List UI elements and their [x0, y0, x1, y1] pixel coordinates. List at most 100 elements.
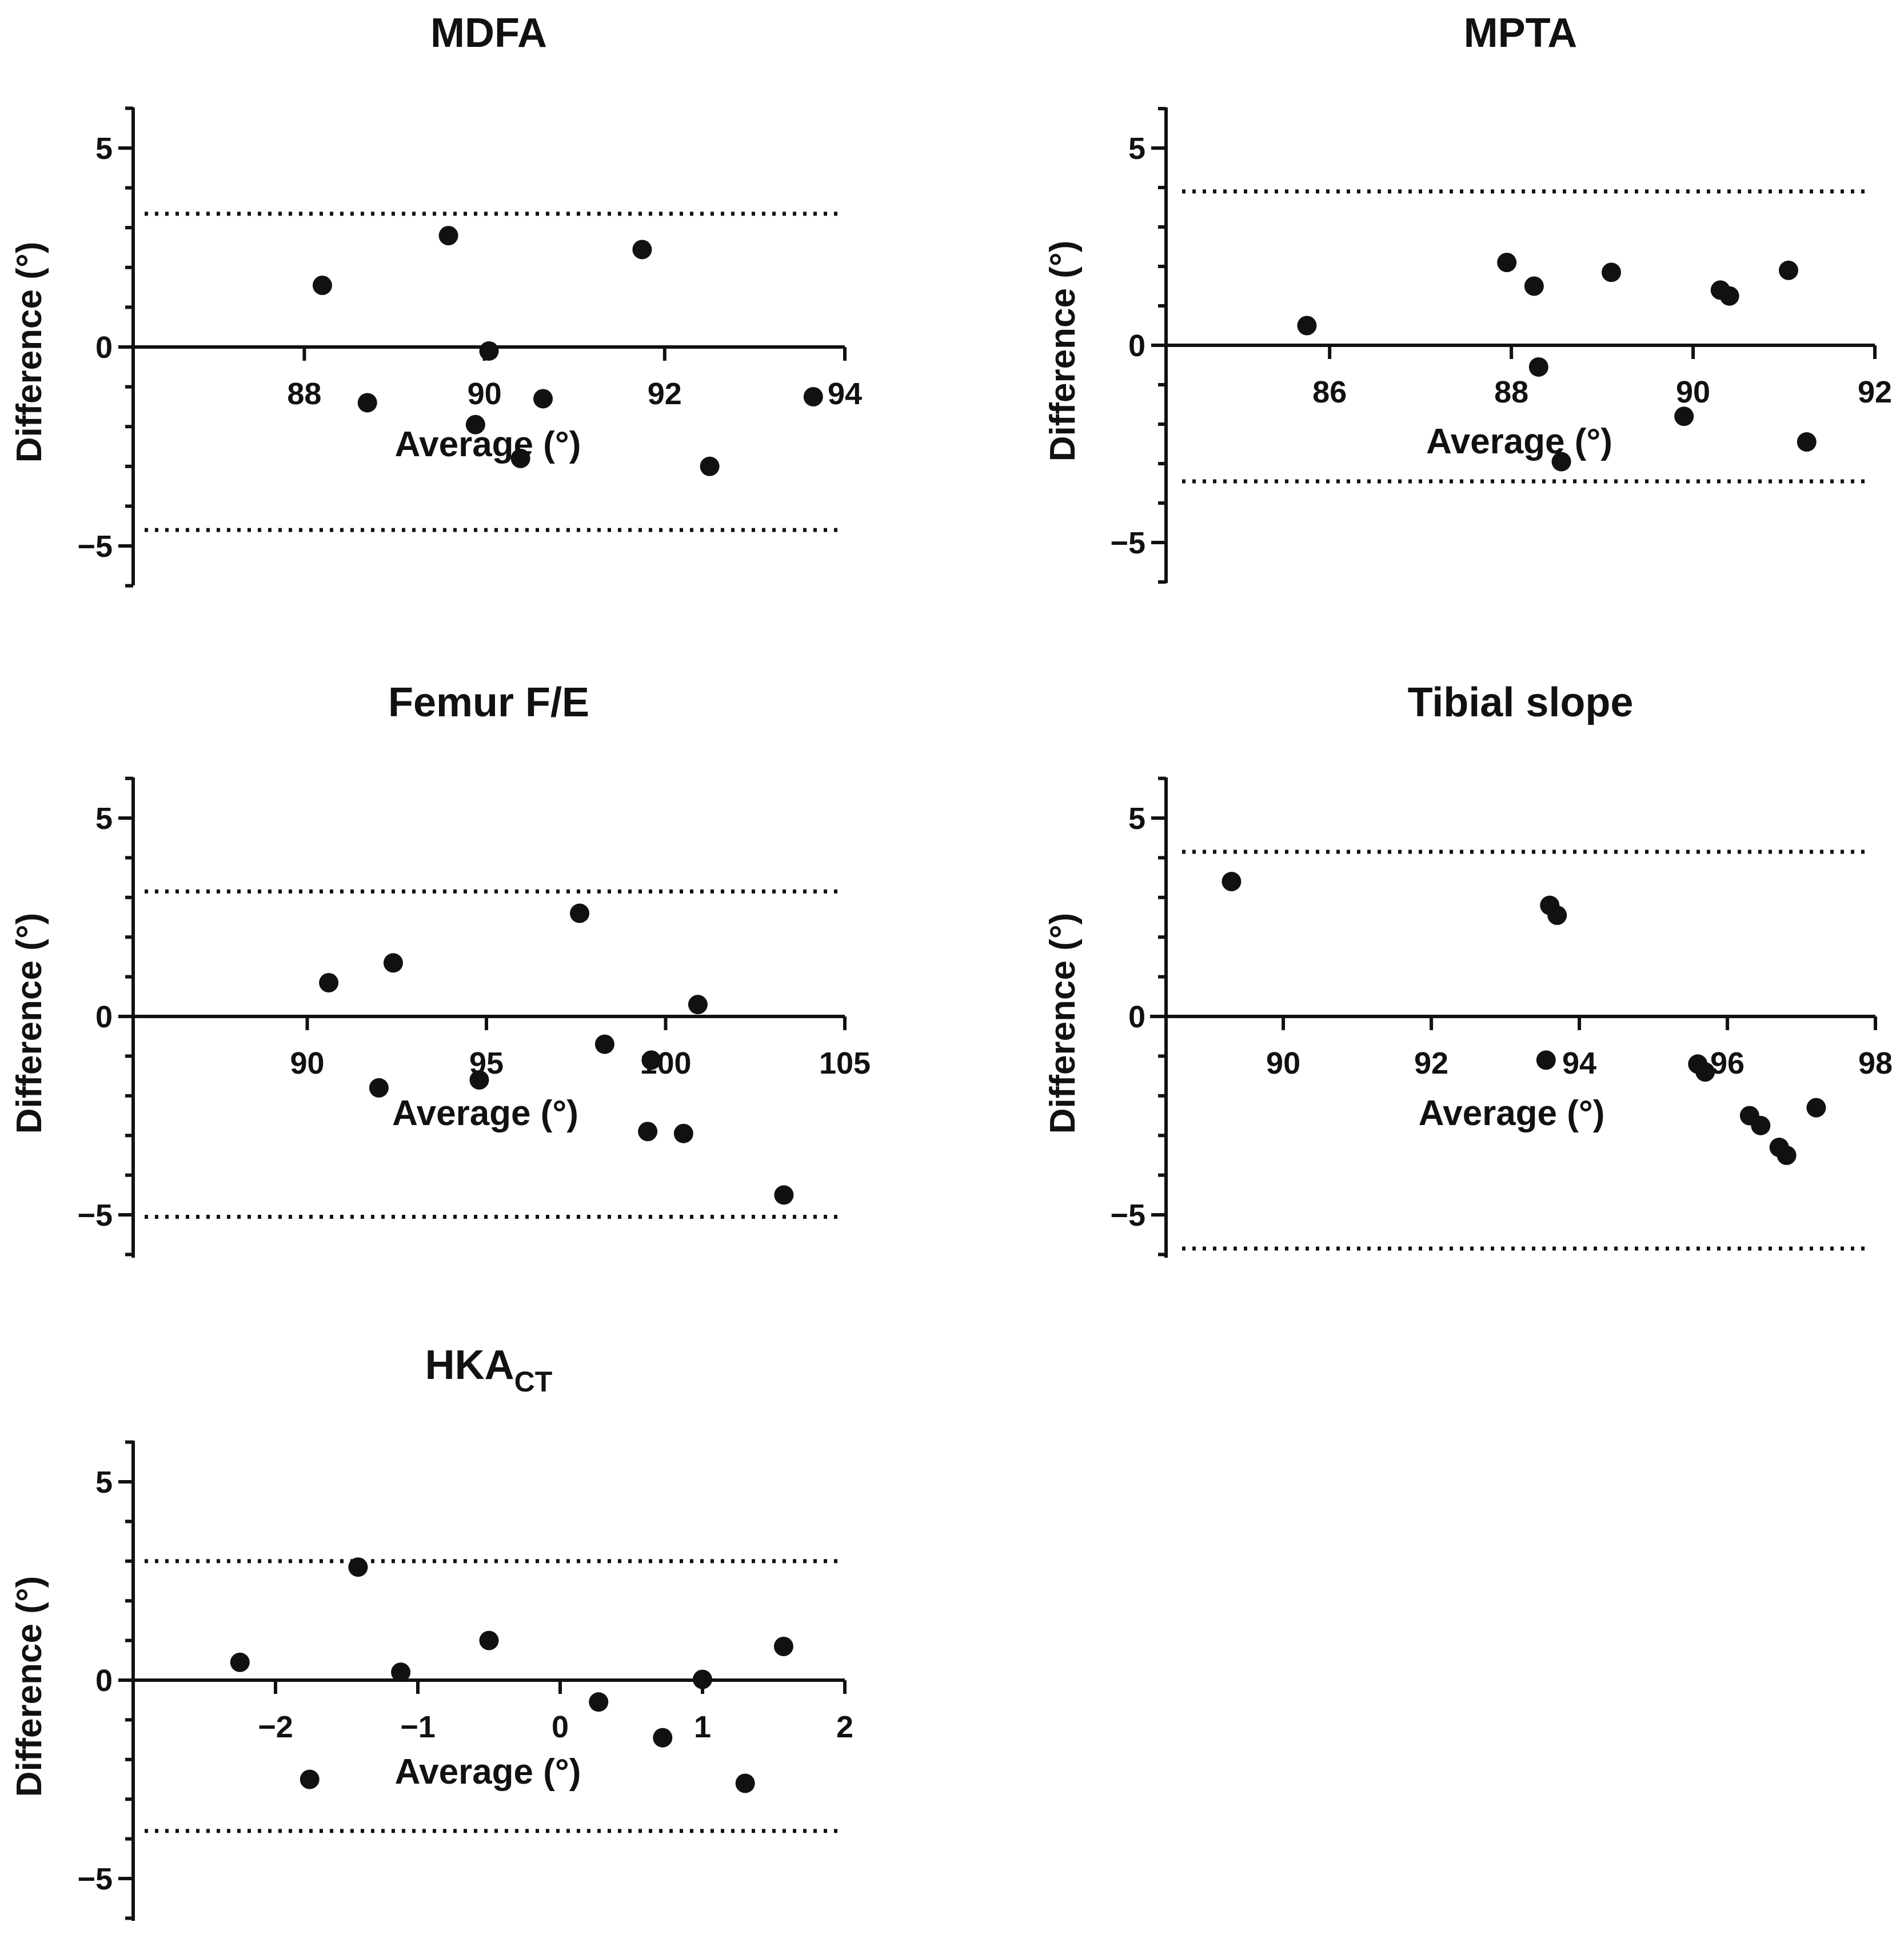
data-point	[1674, 406, 1694, 426]
y-tick-label: −5	[77, 529, 113, 564]
data-point	[700, 456, 720, 476]
data-point	[1497, 253, 1517, 273]
y-tick-label: 5	[1128, 131, 1145, 166]
y-tick-label: −5	[77, 1198, 113, 1233]
chart-title: Tibial slope	[1408, 680, 1634, 725]
chart-title: HKACT	[425, 1342, 553, 1398]
data-point	[1806, 1098, 1826, 1118]
x-axis-label: Average (°)	[392, 1094, 578, 1133]
x-tick-label: 1	[694, 1710, 711, 1744]
chart-panel-5: HKACT 5 0 −5 −2 −1 0 1 2 Average (°) Difference (°…	[10, 1342, 853, 1921]
data-point	[735, 1773, 755, 1793]
x-axis-label: Average (°)	[395, 1752, 581, 1792]
x-tick-label: 98	[1858, 1046, 1893, 1080]
x-tick-label: 88	[1494, 375, 1528, 409]
data-point	[1528, 357, 1548, 377]
y-axis-label: Difference (°)	[1043, 913, 1083, 1134]
data-point	[1719, 286, 1739, 306]
chart-title: Femur F/E	[388, 680, 589, 725]
chart-title-text: MPTA	[1464, 10, 1578, 56]
data-point	[438, 226, 458, 246]
x-tick-label: −2	[258, 1710, 293, 1744]
data-point	[1297, 316, 1317, 336]
y-tick-label: 5	[95, 1465, 113, 1500]
chart-panel-1: MDFA 5 0 −5 88 90 92 94 Average (°) Difference (°…	[10, 10, 862, 588]
x-tick-label: 96	[1710, 1046, 1745, 1080]
y-tick-label: 5	[95, 131, 113, 166]
data-point	[803, 387, 823, 406]
data-point	[1547, 906, 1567, 926]
x-tick-label: −1	[400, 1710, 436, 1744]
y-tick-label: 0	[1128, 1000, 1145, 1034]
data-point	[230, 1652, 250, 1672]
y-tick-label: 0	[95, 1000, 113, 1034]
x-axis-label: Average (°)	[1426, 422, 1612, 461]
y-tick-label: −5	[1110, 526, 1145, 560]
x-tick-label: 92	[1414, 1046, 1448, 1080]
x-tick-label: 94	[828, 377, 862, 411]
y-tick-label: 0	[95, 1664, 113, 1698]
data-point	[319, 973, 339, 993]
data-point	[348, 1557, 368, 1577]
y-tick-label: −5	[1110, 1198, 1145, 1233]
data-point	[312, 276, 332, 296]
x-tick-label: 90	[290, 1046, 324, 1080]
chart-title-subscript: CT	[514, 1366, 553, 1398]
data-point	[383, 953, 403, 973]
data-point	[479, 341, 499, 361]
y-tick-label: 5	[95, 801, 113, 836]
chart-title: MDFA	[430, 10, 547, 56]
data-point	[369, 1078, 389, 1098]
data-point	[357, 393, 377, 413]
x-axis-label: Average (°)	[395, 425, 581, 464]
data-point	[638, 1122, 658, 1142]
x-tick-label: 105	[819, 1046, 871, 1080]
y-axis-label: Difference (°)	[10, 1576, 49, 1797]
y-axis-label: Difference (°)	[10, 913, 49, 1134]
data-point	[570, 903, 590, 923]
data-point	[1222, 872, 1242, 892]
data-point	[1751, 1115, 1771, 1135]
data-point	[773, 1637, 793, 1657]
data-point	[1695, 1062, 1715, 1082]
data-point	[479, 1630, 499, 1650]
x-tick-label: 94	[1562, 1046, 1596, 1080]
data-point	[1778, 260, 1798, 280]
x-tick-label: 88	[287, 377, 321, 411]
data-point	[594, 1034, 614, 1054]
x-tick-label: 92	[1858, 375, 1892, 409]
data-point	[1536, 1050, 1556, 1070]
data-point	[300, 1769, 320, 1789]
data-point	[469, 1070, 489, 1090]
y-tick-label: 0	[1128, 329, 1145, 363]
data-point	[774, 1185, 794, 1205]
data-point	[1551, 452, 1571, 472]
chart-title-text: Femur F/E	[388, 680, 589, 725]
data-point	[510, 448, 530, 468]
x-tick-label: 2	[836, 1710, 853, 1744]
chart-title: MPTA	[1464, 10, 1578, 56]
data-point	[589, 1692, 609, 1712]
data-point	[632, 240, 652, 260]
x-tick-label: 86	[1312, 375, 1347, 409]
x-tick-label: 90	[1266, 1046, 1300, 1080]
y-tick-label: 0	[95, 330, 113, 365]
data-point	[641, 1050, 661, 1070]
data-point	[673, 1123, 693, 1143]
data-point	[1797, 432, 1817, 452]
x-tick-label: 90	[1676, 375, 1710, 409]
data-point	[653, 1728, 673, 1748]
data-point	[1524, 276, 1544, 296]
x-tick-label: 0	[552, 1710, 569, 1744]
x-tick-label: 92	[648, 377, 682, 411]
y-axis-label: Difference (°)	[1043, 241, 1083, 462]
data-point	[1601, 262, 1621, 282]
y-tick-label: −5	[77, 1862, 113, 1896]
y-tick-label: 5	[1128, 801, 1145, 836]
data-point	[1777, 1145, 1797, 1165]
data-point	[693, 1669, 712, 1689]
data-point	[688, 995, 708, 1015]
data-point	[533, 389, 553, 409]
